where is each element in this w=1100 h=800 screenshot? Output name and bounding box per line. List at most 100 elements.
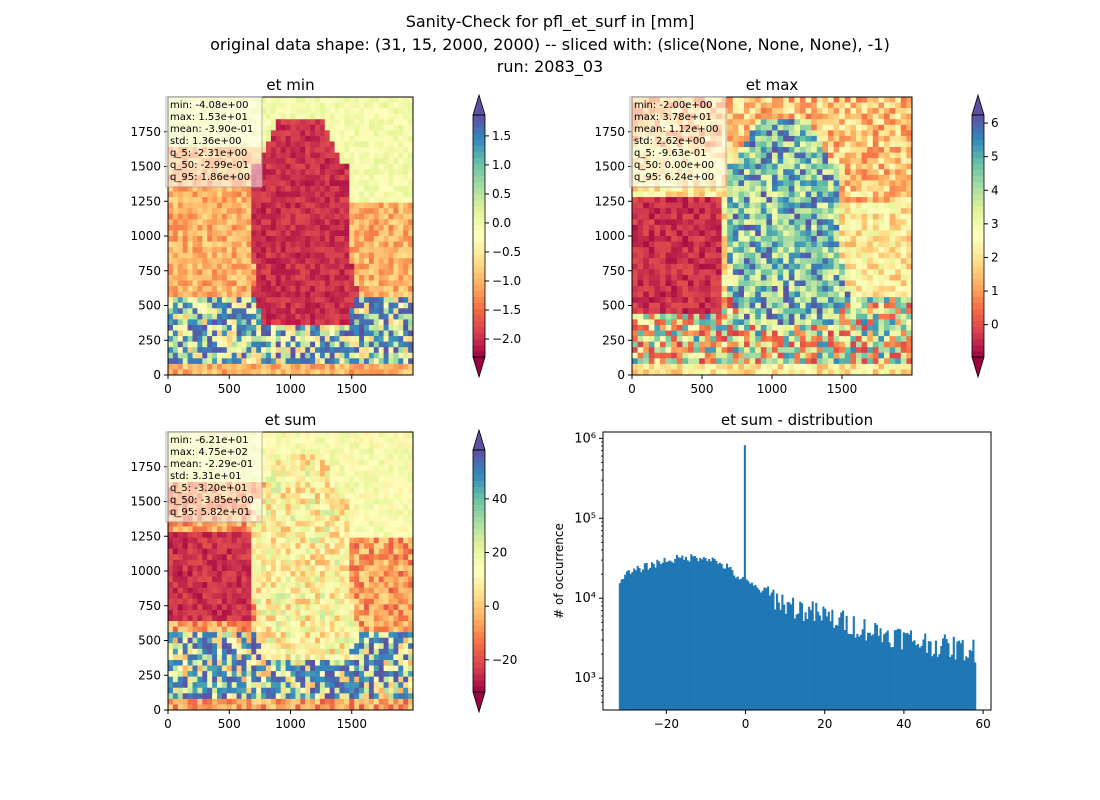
- colorbar-tick-label: 0: [492, 599, 500, 613]
- histogram-bar: [934, 640, 937, 710]
- colorbar-tick-label: 0.5: [492, 187, 511, 201]
- histogram-bar: [924, 633, 927, 710]
- histogram-bar: [806, 618, 809, 710]
- x-tick-label: 20: [817, 717, 832, 731]
- colorbar-segment: [972, 187, 984, 195]
- histogram-bar: [961, 639, 964, 710]
- histogram-bar: [970, 651, 973, 710]
- y-tick-label: 250: [602, 333, 625, 347]
- histogram-bar: [959, 643, 962, 710]
- stats-line: q_50: 0.00e+00: [634, 160, 714, 171]
- histogram-bar: [915, 645, 918, 710]
- histogram-bar: [893, 630, 896, 710]
- colorbar-frame: [971, 114, 985, 358]
- histogram-bar: [881, 642, 884, 710]
- colorbar-segment: [473, 115, 485, 122]
- colorbar-extend-top: [971, 93, 985, 116]
- colorbar-segment: [972, 133, 984, 140]
- histogram-bar: [850, 634, 854, 710]
- histogram-bar: [831, 609, 834, 710]
- colorbar-segment: [972, 163, 984, 170]
- colorbar-segment: [473, 181, 485, 189]
- colorbar-segment: [972, 260, 984, 267]
- colorbar-extend-top: [472, 93, 486, 116]
- colorbar-segment: [473, 205, 485, 213]
- histogram-bar: [656, 559, 659, 710]
- histogram-bar: [767, 586, 770, 710]
- histogram-bar: [727, 567, 730, 710]
- histogram-bar: [720, 564, 723, 710]
- histogram-bar: [693, 555, 696, 710]
- histogram-bar: [659, 564, 662, 710]
- histogram-bar: [827, 611, 830, 710]
- colorbar-segment: [473, 450, 485, 457]
- histogram-bar: [758, 589, 761, 710]
- colorbar-segment: [473, 685, 485, 693]
- colorbar: 0 1 2 3 4 5 6: [971, 93, 999, 379]
- colorbar-segment: [473, 649, 485, 657]
- y-tick-label: 750: [602, 264, 625, 278]
- histogram-bar: [929, 641, 932, 710]
- histogram-bar: [683, 559, 686, 710]
- histogram-bar: [947, 643, 950, 710]
- stats-line: q_5: -3.20e+01: [170, 483, 247, 494]
- histogram-bar: [940, 645, 943, 710]
- histogram-bar: [818, 615, 821, 710]
- colorbar-segment: [473, 468, 485, 475]
- histogram-bar: [952, 636, 955, 710]
- colorbar-tick-label: −2.0: [492, 332, 521, 346]
- colorbar-segment: [473, 314, 485, 322]
- histogram-bar: [954, 659, 957, 710]
- stats-line: std: 3.31e+01: [170, 471, 242, 482]
- stats-box: [629, 96, 727, 188]
- colorbar-tick-label: 2: [991, 250, 999, 264]
- histogram-bar: [733, 575, 736, 710]
- histogram-bar: [629, 573, 632, 710]
- histogram-bar: [811, 601, 814, 710]
- histogram-bar: [829, 621, 832, 710]
- x-tick-label: 1000: [757, 382, 788, 396]
- colorbar-segment: [473, 558, 485, 566]
- colorbar-segment: [473, 308, 485, 316]
- histogram-bar: [877, 635, 880, 710]
- colorbar-segment: [473, 302, 485, 310]
- histogram-bar: [943, 634, 946, 710]
- histogram-bar: [886, 630, 889, 710]
- histogram-bar: [722, 568, 725, 710]
- histogram-bar: [927, 641, 930, 710]
- y-tick-label: 0: [617, 368, 625, 382]
- histogram-bar: [765, 588, 768, 710]
- histogram-bar: [770, 592, 773, 710]
- colorbar-tick-label: −0.5: [492, 245, 521, 259]
- colorbar-segment: [972, 302, 984, 310]
- colorbar-segment: [473, 571, 485, 578]
- histogram-bar: [963, 660, 966, 710]
- colorbar-segment: [473, 589, 485, 596]
- histogram-bar: [909, 630, 912, 710]
- colorbar-segment: [473, 133, 485, 140]
- histogram-bar: [729, 566, 732, 710]
- colorbar: −20 0 20 40: [472, 428, 517, 714]
- histogram-bar: [704, 558, 707, 710]
- histogram-bar: [888, 642, 891, 710]
- histogram-bar: [913, 640, 916, 710]
- colorbar-segment: [473, 338, 485, 346]
- x-tick-label: 500: [218, 717, 241, 731]
- colorbar-segment: [473, 151, 485, 158]
- stats-line: q_95: 6.24e+00: [634, 172, 714, 183]
- stats-line: q_95: 1.86e+00: [170, 172, 250, 183]
- stats-box: [165, 431, 263, 523]
- colorbar-segment: [473, 199, 485, 207]
- histogram-bar: [786, 602, 789, 710]
- histogram-bar: [870, 635, 873, 710]
- y-tick-label: 1500: [594, 160, 625, 174]
- histogram-bar: [825, 616, 829, 710]
- colorbar-segment: [473, 643, 485, 651]
- colorbar-segment: [473, 546, 485, 554]
- histogram-bar: [674, 558, 677, 710]
- histogram-bar: [688, 561, 691, 710]
- y-tick-label: 500: [602, 299, 625, 313]
- colorbar-segment: [473, 290, 485, 297]
- y-tick-label: 1500: [130, 495, 161, 509]
